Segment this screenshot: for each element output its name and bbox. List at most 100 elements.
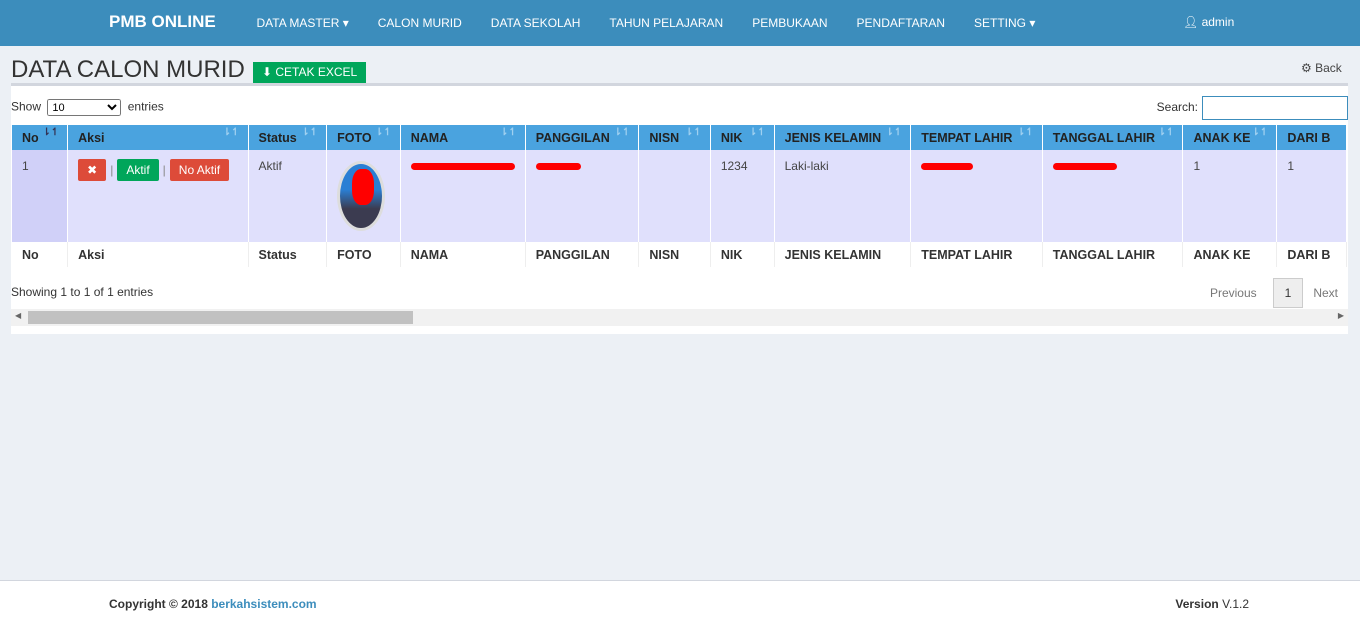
table-info: Showing 1 to 1 of 1 entries bbox=[11, 285, 154, 299]
redaction-mark bbox=[535, 163, 581, 170]
calon-murid-table: No ⇂↿ Aksi ⇂↿ Status ⇂↿ FOTO ⇂↿ NAMA ⇂↿ PANGG… bbox=[12, 125, 1347, 267]
scrollbar-thumb[interactable] bbox=[28, 311, 413, 324]
col-nisn[interactable]: NISN ⇂↿ bbox=[638, 125, 711, 150]
cell-panggilan bbox=[525, 150, 640, 242]
col-aksi[interactable]: Aksi ⇂↿ bbox=[67, 125, 249, 150]
page-length-control: Show 10 entries bbox=[11, 99, 164, 116]
main-menu: DATA MASTER ▾ CALON MURID DATA SEKOLAH T… bbox=[242, 0, 1050, 46]
col-label: No bbox=[22, 130, 39, 145]
version-label: Version bbox=[1175, 597, 1219, 611]
table-wrapper: No ⇂↿ Aksi ⇂↿ Status ⇂↿ FOTO ⇂↿ NAMA ⇂↿ PANGG… bbox=[12, 125, 1347, 267]
dashboard-icon: ⚙ bbox=[1301, 61, 1316, 75]
cell-jenis-kelamin: Laki-laki bbox=[774, 150, 912, 242]
menu-tahun-pelajaran[interactable]: TAHUN PELAJARAN bbox=[609, 16, 724, 30]
delete-button[interactable]: ✖ bbox=[78, 159, 107, 181]
next-button[interactable]: Next bbox=[1313, 286, 1338, 300]
foot-aksi: Aksi bbox=[67, 242, 249, 267]
cell-aksi: ✖ | Aktif | No Aktif bbox=[67, 150, 249, 242]
sort-asc-icon: ⇂↿ bbox=[42, 127, 60, 138]
page-length-select[interactable]: 10 bbox=[47, 99, 122, 116]
redaction-mark bbox=[1052, 163, 1117, 170]
menu-calon-murid[interactable]: CALON MURID bbox=[377, 16, 462, 30]
foot-no: No bbox=[12, 242, 69, 267]
search-label: Search: bbox=[1156, 100, 1198, 115]
footer: Copyright © 2018 berkahsistem.com Versio… bbox=[0, 580, 1360, 624]
foot-foto: FOTO bbox=[326, 242, 401, 267]
previous-button[interactable]: Previous bbox=[1209, 286, 1257, 300]
cell-dari: 1 bbox=[1276, 150, 1347, 242]
col-label: NAMA bbox=[410, 130, 449, 145]
show-label: Show bbox=[11, 99, 42, 114]
back-link[interactable]: ⚙ Back bbox=[1301, 61, 1342, 75]
col-label: TANGGAL LAHIR bbox=[1052, 130, 1156, 145]
foot-dari: DARI B bbox=[1276, 242, 1347, 267]
menu-pendaftaran[interactable]: PENDAFTARAN bbox=[856, 16, 945, 30]
foot-anak-ke: ANAK KE bbox=[1182, 242, 1278, 267]
col-panggilan[interactable]: PANGGILAN ⇂↿ bbox=[525, 125, 640, 150]
no-aktif-button[interactable]: No Aktif bbox=[169, 159, 230, 181]
cell-tempat-lahir bbox=[910, 150, 1043, 242]
foot-nama: NAMA bbox=[400, 242, 526, 267]
separator: | bbox=[162, 163, 166, 177]
col-status[interactable]: Status ⇂↿ bbox=[248, 125, 328, 150]
col-dari[interactable]: DARI B bbox=[1276, 125, 1347, 150]
col-anak-ke[interactable]: ANAK KE ⇂↿ bbox=[1182, 125, 1278, 150]
copyright: Copyright © 2018 berkahsistem.com bbox=[109, 597, 317, 611]
col-label: NISN bbox=[649, 130, 680, 145]
search-input[interactable] bbox=[1202, 96, 1348, 120]
menu-pembukaan[interactable]: PEMBUKAAN bbox=[752, 16, 828, 30]
scroll-right-icon[interactable]: ▶ bbox=[1337, 311, 1344, 320]
redaction-mark bbox=[921, 163, 974, 170]
user-icon: 👤︎ bbox=[1183, 15, 1202, 29]
cell-nisn bbox=[638, 150, 711, 242]
menu-data-master[interactable]: DATA MASTER ▾ bbox=[256, 16, 349, 30]
brand-logo[interactable]: PMB ONLINE bbox=[109, 12, 216, 31]
entries-label: entries bbox=[127, 99, 164, 114]
col-no[interactable]: No ⇂↿ bbox=[12, 125, 69, 150]
cell-nik: 1234 bbox=[710, 150, 775, 242]
cetak-excel-button[interactable]: ⬇ CETAK EXCEL bbox=[253, 62, 367, 83]
sort-icon: ⇂↿ bbox=[885, 127, 903, 138]
aktif-button[interactable]: Aktif bbox=[117, 159, 159, 181]
top-navbar: PMB ONLINE DATA MASTER ▾ CALON MURID DAT… bbox=[0, 0, 1360, 46]
cell-nama bbox=[400, 150, 526, 242]
excel-label: CETAK EXCEL bbox=[275, 65, 358, 79]
user-name: admin bbox=[1201, 15, 1235, 29]
col-label: DARI B bbox=[1287, 130, 1331, 145]
col-tanggal-lahir[interactable]: TANGGAL LAHIR ⇂↿ bbox=[1042, 125, 1184, 150]
user-menu[interactable]: 👤︎ admin bbox=[1183, 15, 1234, 29]
col-foto[interactable]: FOTO ⇂↿ bbox=[326, 125, 401, 150]
redaction-mark bbox=[410, 163, 515, 170]
col-label: NIK bbox=[720, 130, 743, 145]
sort-icon: ⇂↿ bbox=[1017, 127, 1034, 138]
col-label: ANAK KE bbox=[1193, 130, 1251, 145]
version: Version V.1.2 bbox=[1175, 597, 1249, 611]
menu-data-sekolah[interactable]: DATA SEKOLAH bbox=[490, 16, 581, 30]
sort-icon: ⇂↿ bbox=[748, 127, 766, 138]
cell-foto bbox=[326, 150, 401, 242]
foot-nik: NIK bbox=[710, 242, 775, 267]
table-row: 1 ✖ | Aktif | No Aktif Aktif 1234 Laki-laki … bbox=[12, 150, 1347, 242]
separator: | bbox=[110, 163, 114, 177]
col-tempat-lahir[interactable]: TEMPAT LAHIR ⇂↿ bbox=[910, 125, 1043, 150]
search-control: Search: bbox=[1157, 96, 1348, 120]
col-jenis-kelamin[interactable]: JENIS KELAMIN ⇂↿ bbox=[774, 125, 912, 150]
scroll-left-icon[interactable]: ◀ bbox=[15, 311, 22, 320]
menu-setting[interactable]: SETTING ▾ bbox=[974, 16, 1036, 30]
horizontal-scrollbar[interactable]: ◀ ▶ bbox=[11, 309, 1348, 326]
cell-tanggal-lahir bbox=[1042, 150, 1184, 242]
foot-tempat-lahir: TEMPAT LAHIR bbox=[910, 242, 1043, 267]
foot-jenis-kelamin: JENIS KELAMIN bbox=[774, 242, 912, 267]
page-1-button[interactable]: 1 bbox=[1272, 278, 1304, 308]
copyright-text: Copyright © 2018 bbox=[109, 597, 212, 611]
foot-tanggal-lahir: TANGGAL LAHIR bbox=[1042, 242, 1184, 267]
company-link[interactable]: berkahsistem.com bbox=[211, 597, 317, 611]
download-icon: ⬇ bbox=[262, 65, 276, 79]
sort-icon: ⇂↿ bbox=[1157, 127, 1175, 138]
student-photo bbox=[337, 161, 386, 231]
col-nama[interactable]: NAMA ⇂↿ bbox=[400, 125, 526, 150]
foot-nisn: NISN bbox=[638, 242, 711, 267]
col-label: PANGGILAN bbox=[535, 130, 610, 145]
cell-anak-ke: 1 bbox=[1182, 150, 1278, 242]
col-nik[interactable]: NIK ⇂↿ bbox=[710, 125, 775, 150]
